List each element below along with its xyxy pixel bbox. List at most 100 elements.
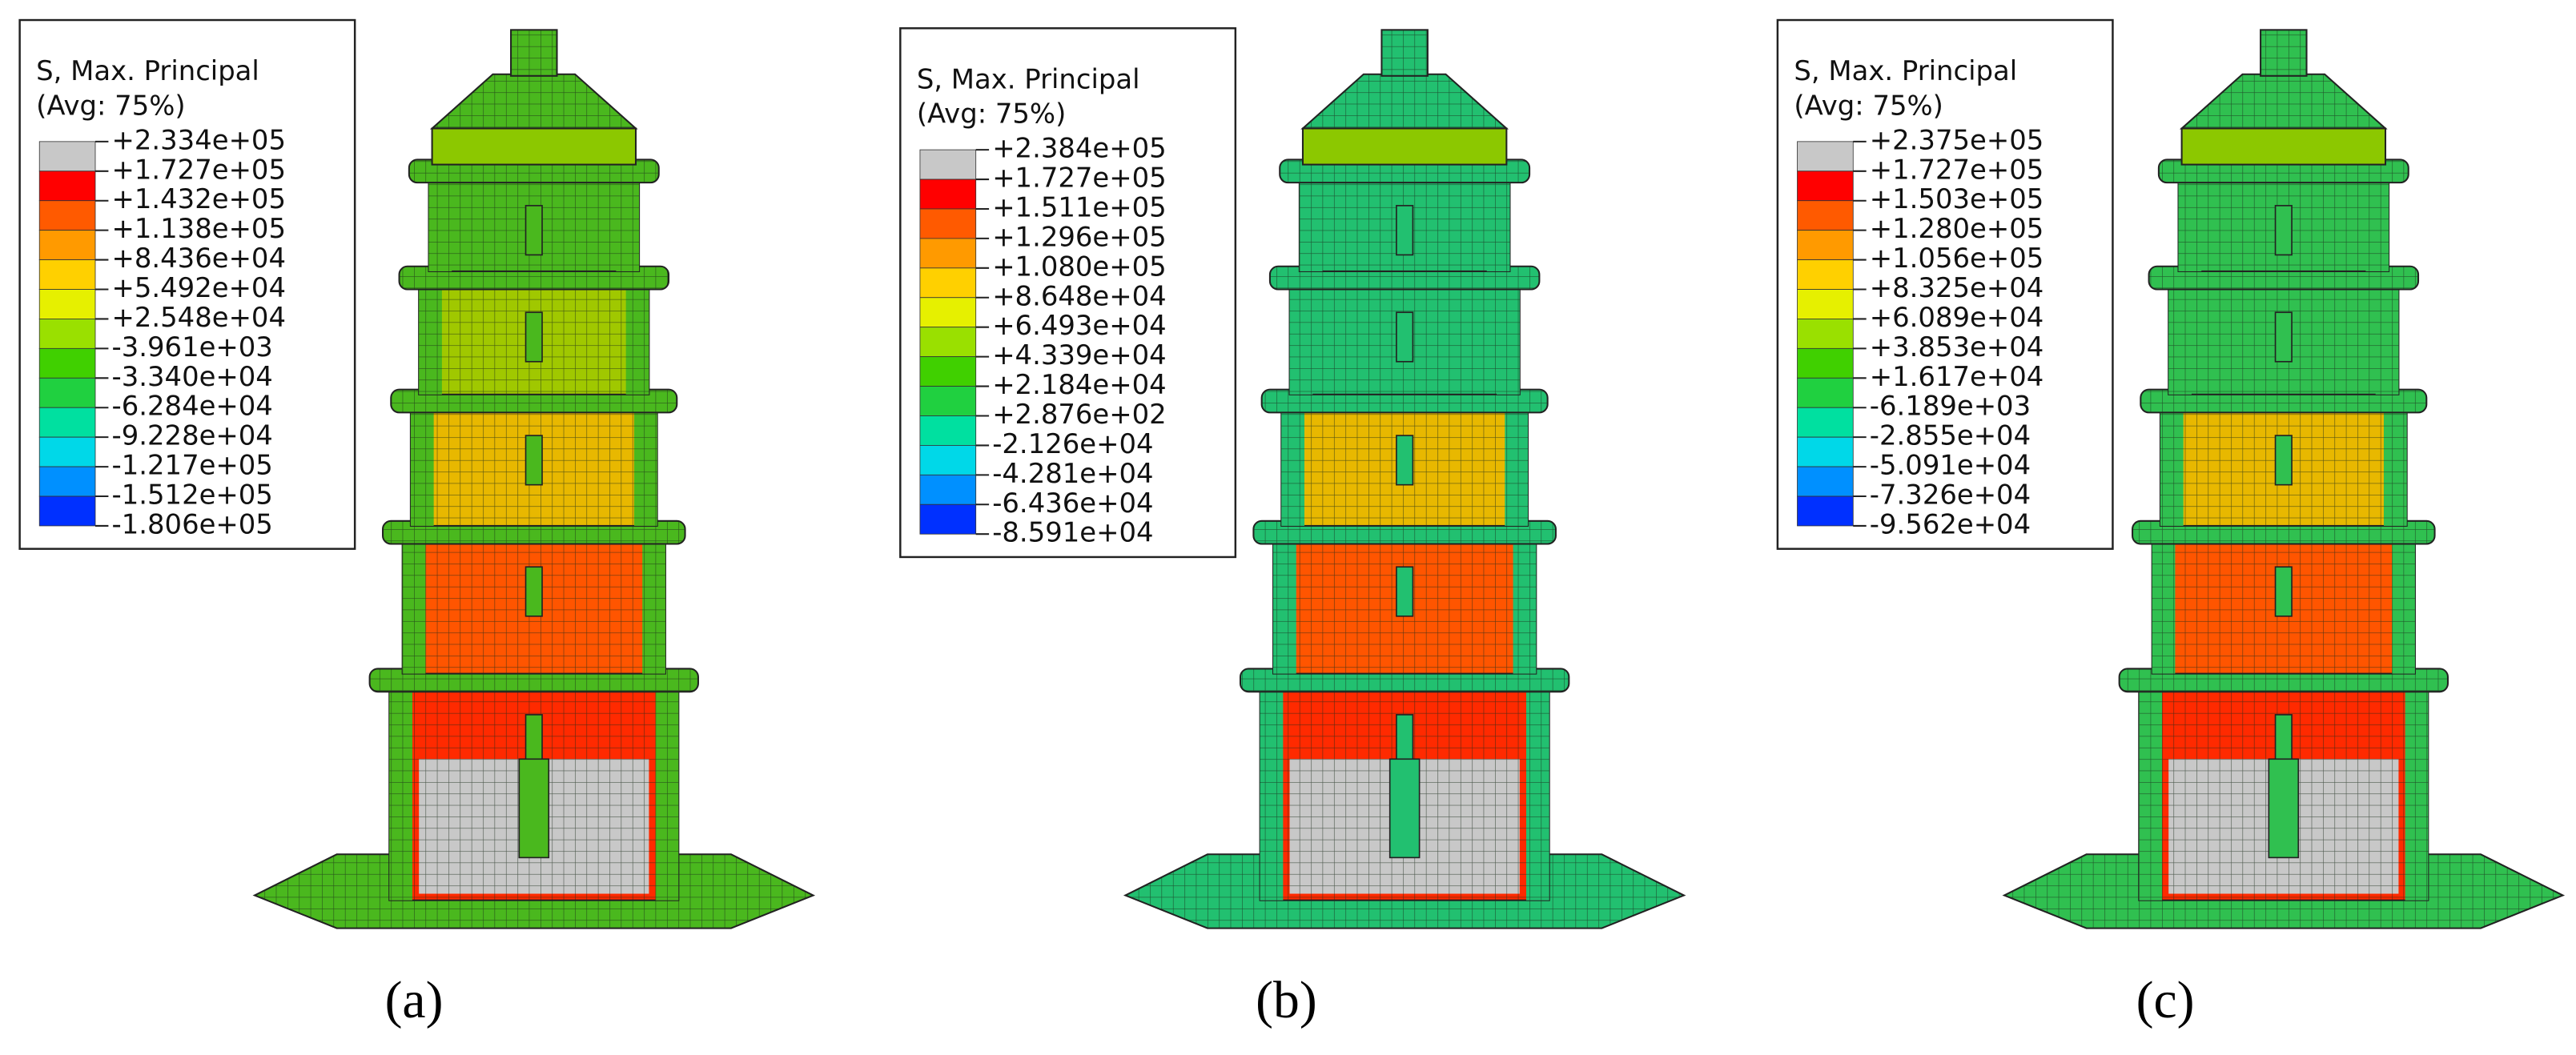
legend-swatch <box>38 141 96 172</box>
legend-swatch <box>919 415 977 446</box>
legend: S, Max. Principal(Avg: 75%)+2.375e+05+1.… <box>1776 18 2114 550</box>
legend-swatch <box>38 319 96 349</box>
legend-label: -6.189e+03 <box>1870 391 2031 422</box>
legend-label: +3.853e+04 <box>1870 331 2044 363</box>
legend: S, Max. Principal(Avg: 75%)+2.334e+05+1.… <box>18 18 356 550</box>
pagoda <box>252 29 816 929</box>
legend-label: +1.280e+05 <box>1870 213 2044 244</box>
legend-swatch <box>919 503 977 535</box>
legend-title: (Avg: 75%) <box>917 98 1066 130</box>
door <box>1388 758 1421 859</box>
panel-label: (a) <box>385 971 444 1029</box>
legend-swatch <box>1797 466 1854 497</box>
legend-swatch <box>1797 407 1854 438</box>
pagoda <box>1123 29 1686 929</box>
legend-label: +4.339e+04 <box>992 339 1167 371</box>
window <box>1396 435 1414 486</box>
legend-label: +1.503e+05 <box>1870 183 2044 215</box>
legend-swatch <box>38 377 96 408</box>
legend-swatch <box>38 407 96 438</box>
roof-mesh <box>2181 74 2386 129</box>
window <box>524 566 543 617</box>
finial-mesh <box>1381 30 1428 76</box>
legend-swatch <box>1797 141 1854 172</box>
window <box>524 714 543 765</box>
legend-title: S, Max. Principal <box>36 55 259 86</box>
window <box>1396 566 1414 617</box>
legend-swatch <box>1797 347 1854 379</box>
legend-label: +2.548e+04 <box>112 302 287 333</box>
panel-label: (c) <box>2136 971 2195 1029</box>
legend-swatch <box>38 259 96 290</box>
legend-label: -3.340e+04 <box>112 361 273 392</box>
legend-label: +1.432e+05 <box>112 183 287 215</box>
pagoda <box>2002 29 2566 929</box>
legend-swatch <box>1797 436 1854 467</box>
roof-mesh <box>432 74 636 129</box>
window <box>2274 435 2293 486</box>
window <box>1396 714 1414 765</box>
legend-swatch <box>1797 259 1854 290</box>
legend-label: +2.184e+04 <box>992 369 1167 400</box>
legend-label: -9.562e+04 <box>1870 508 2031 540</box>
legend-title: S, Max. Principal <box>1794 55 2017 86</box>
legend-swatch <box>919 238 977 269</box>
legend-label: -8.591e+04 <box>992 517 1153 548</box>
legend-label: +6.493e+04 <box>992 310 1167 341</box>
legend-label: -6.284e+04 <box>112 391 273 422</box>
legend-label: -1.806e+05 <box>112 508 273 540</box>
legend-swatch <box>1797 230 1854 260</box>
legend-swatch <box>1797 170 1854 202</box>
legend-swatch <box>919 267 977 299</box>
legend-label: -2.855e+04 <box>1870 420 2031 451</box>
legend-swatch <box>919 474 977 505</box>
legend-label: +1.296e+05 <box>992 221 1167 252</box>
legend-label: -5.091e+04 <box>1870 450 2031 481</box>
finial-mesh <box>511 30 557 76</box>
legend-swatch <box>919 208 977 239</box>
window <box>524 311 543 363</box>
window <box>2274 566 2293 617</box>
legend-label: +6.089e+04 <box>1870 302 2044 333</box>
legend-swatch <box>38 466 96 497</box>
window <box>524 205 543 256</box>
legend-swatch <box>38 495 96 527</box>
legend-swatch <box>38 230 96 260</box>
legend-swatch <box>919 356 977 387</box>
legend-label: +2.384e+05 <box>992 133 1167 164</box>
legend-swatch <box>38 170 96 202</box>
legend-label: +1.727e+05 <box>992 162 1167 194</box>
legend: S, Max. Principal(Avg: 75%)+2.384e+05+1.… <box>899 27 1237 559</box>
legend-label: +1.138e+05 <box>112 213 287 244</box>
legend-label: -1.512e+05 <box>112 479 273 511</box>
legend-swatch <box>919 445 977 475</box>
legend-swatch <box>38 436 96 467</box>
legend-label: -3.961e+03 <box>112 331 273 363</box>
finial-mesh <box>2261 30 2307 76</box>
window <box>2274 311 2293 363</box>
window <box>2274 205 2293 256</box>
legend-label: +8.648e+04 <box>992 280 1167 311</box>
legend-swatch <box>919 297 977 328</box>
legend-swatch <box>1797 289 1854 319</box>
legend-swatch <box>919 179 977 210</box>
legend-label: +2.375e+05 <box>1870 124 2044 155</box>
legend-label: -1.217e+05 <box>112 450 273 481</box>
roof-band <box>431 127 637 166</box>
legend-label: +8.436e+04 <box>112 243 287 274</box>
roof-band <box>1301 127 1508 166</box>
legend-swatch <box>919 327 977 358</box>
legend-swatch <box>38 289 96 319</box>
legend-label: -4.281e+04 <box>992 458 1153 489</box>
panel-label: (b) <box>1256 971 1317 1029</box>
legend-label: +1.511e+05 <box>992 191 1167 223</box>
legend-label: +8.325e+04 <box>1870 272 2044 303</box>
legend-swatch <box>919 386 977 416</box>
legend-swatch <box>919 149 977 180</box>
legend-label: -6.436e+04 <box>992 487 1153 519</box>
legend-label: -7.326e+04 <box>1870 479 2031 511</box>
legend-swatch <box>1797 200 1854 231</box>
legend-label: +2.334e+05 <box>112 124 287 155</box>
legend-label: +1.727e+05 <box>112 154 287 185</box>
